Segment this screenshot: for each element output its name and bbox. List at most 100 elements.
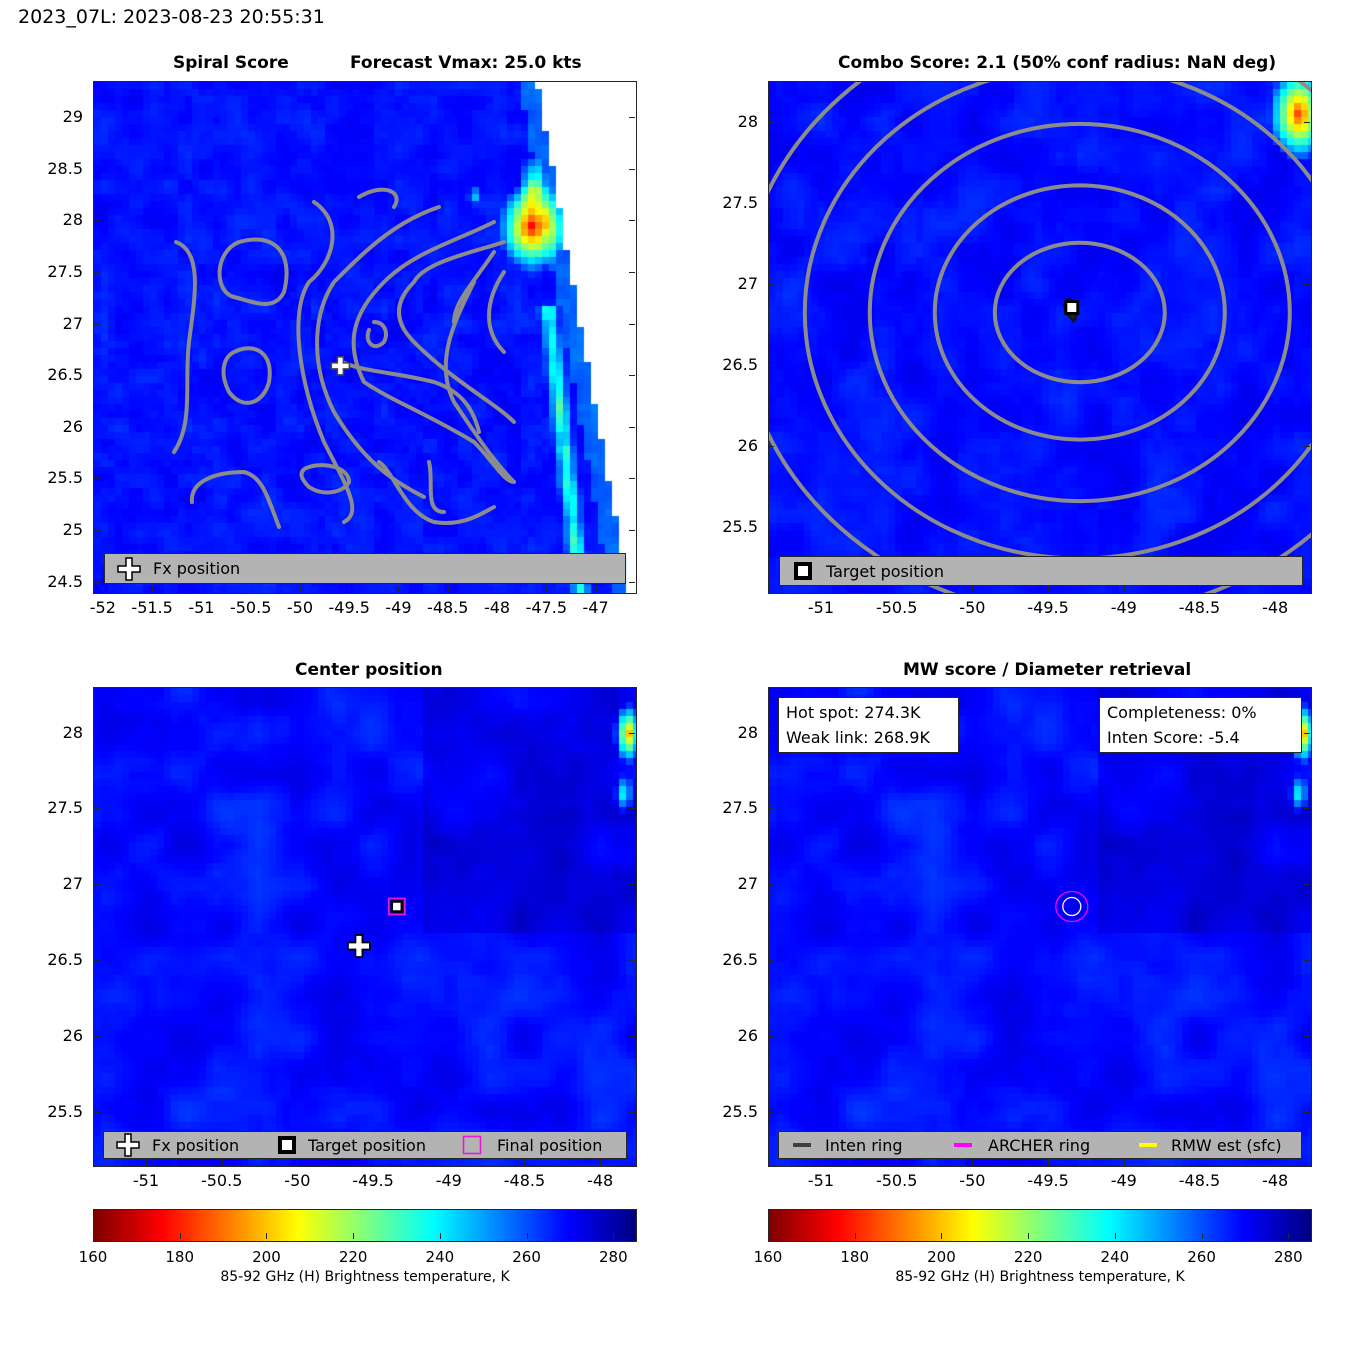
x-tick-label: -48.5: [427, 598, 469, 617]
colorbar-tick-label: 260: [512, 1248, 541, 1266]
y-tick-mark: [93, 168, 99, 170]
y-tick-label: 26: [737, 436, 758, 455]
spiral-contour-10: [340, 360, 481, 434]
y-tick-mark: [768, 808, 774, 810]
x-tick-mark: [145, 1159, 147, 1165]
center-legend: Fx position Target position Final positi…: [103, 1131, 627, 1159]
x-tick-label: -50.5: [875, 598, 918, 617]
legend-item-archer-ring: ARCHER ring: [954, 1132, 1090, 1158]
y-tick-mark: [768, 527, 774, 529]
y-tick-mark: [93, 581, 99, 583]
y-tick-label: 28: [737, 722, 758, 742]
mw-score-map: Hot spot: 274.3K Weak link: 268.9K Compl…: [768, 687, 1312, 1167]
x-tick-mark: [972, 1159, 974, 1165]
x-tick-mark: [972, 586, 974, 592]
y-tick-mark-right: [1304, 446, 1310, 447]
y-tick-label: 25.5: [722, 1101, 758, 1121]
y-tick-label: 27: [62, 313, 83, 333]
fx-position-marker: [347, 934, 371, 958]
cross-icon: [116, 1133, 140, 1157]
x-tick-mark: [373, 1159, 375, 1165]
y-tick-mark: [93, 960, 99, 962]
spiral-legend: Fx position: [104, 553, 626, 584]
center-title: Center position: [295, 660, 443, 680]
legend-item-final-position: Final position: [462, 1132, 602, 1158]
combo-contour-ring-3: [802, 82, 1311, 561]
x-tick-mark: [152, 586, 154, 592]
colorbar-tick-mark: [439, 1233, 441, 1239]
x-tick-mark: [1048, 586, 1050, 592]
y-tick-mark-right: [629, 117, 635, 119]
spiral-contour-7: [452, 250, 496, 324]
legend-item-target-position: Target position: [278, 1132, 426, 1158]
square-icon: [278, 1136, 296, 1154]
colorbar-tick-mark: [854, 1233, 856, 1239]
x-tick-mark: [297, 1159, 299, 1165]
x-tick-mark: [896, 1159, 898, 1165]
x-tick-label: -48.5: [503, 1171, 546, 1190]
rmw-ring: [1062, 896, 1082, 917]
y-tick-mark: [768, 283, 774, 285]
final-position-marker: [387, 897, 406, 916]
x-tick-label: -52: [89, 598, 116, 617]
y-tick-label: 24.5: [47, 571, 83, 591]
legend-item-rmw-est: RMW est (sfc): [1139, 1132, 1282, 1158]
x-tick-mark: [250, 586, 252, 592]
combo-contour-ring-0: [992, 240, 1167, 385]
y-tick-label: 27: [737, 874, 758, 894]
target-position-marker: [1064, 299, 1080, 315]
x-tick-mark: [398, 586, 400, 592]
x-tick-label: -49: [1110, 598, 1137, 617]
x-tick-mark: [201, 586, 203, 592]
y-tick-label: 26.5: [47, 365, 83, 385]
y-tick-mark-right: [629, 1111, 635, 1113]
magenta-square-icon: [462, 1135, 482, 1155]
x-tick-label: -47: [582, 598, 609, 617]
combo-contours: [769, 82, 1311, 593]
x-tick-label: -50.5: [200, 1171, 243, 1190]
yellow-line-icon: [1139, 1143, 1157, 1147]
x-tick-label: -49.5: [1027, 598, 1069, 617]
completeness-infobox: Completeness: 0% Inten Score: -5.4: [1099, 697, 1302, 753]
y-tick-mark: [768, 732, 774, 734]
mw-title: MW score / Diameter retrieval: [903, 660, 1192, 680]
y-tick-mark-right: [1304, 283, 1310, 285]
y-tick-mark: [768, 446, 774, 447]
archer-ring: [1055, 890, 1089, 923]
spiral-contour-0: [172, 240, 197, 454]
y-tick-mark-right: [629, 530, 635, 532]
spiral-contour-14: [189, 469, 281, 529]
y-tick-mark: [93, 271, 99, 273]
y-tick-label: 27.5: [47, 798, 83, 818]
inten-score-text: Inten Score: -5.4: [1107, 728, 1240, 747]
y-tick-mark-right: [629, 581, 635, 583]
center-markers: [347, 897, 406, 958]
magenta-line-icon: [954, 1143, 972, 1147]
y-tick-label: 25.5: [722, 517, 758, 537]
colorbar-tick-mark: [768, 1233, 769, 1239]
x-tick-mark: [221, 1159, 223, 1165]
combo-contour-ring-4: [769, 82, 1311, 593]
weak-link-text: Weak link: 268.9K: [786, 728, 930, 747]
completeness-text: Completeness: 0%: [1107, 703, 1257, 722]
hot-spot-text: Hot spot: 274.3K: [786, 703, 921, 722]
y-tick-mark: [93, 117, 99, 119]
y-tick-label: 28: [737, 111, 758, 131]
x-tick-label: -49: [1110, 1171, 1137, 1190]
x-tick-mark: [299, 586, 301, 592]
y-tick-mark-right: [629, 808, 635, 810]
x-tick-label: -50.5: [229, 598, 272, 617]
x-tick-label: -49.5: [1027, 1171, 1069, 1190]
x-tick-label: -48: [587, 1171, 614, 1190]
y-tick-label: 25.5: [47, 1101, 83, 1121]
spiral-contour-8: [443, 280, 516, 484]
y-tick-mark: [93, 884, 99, 886]
x-tick-label: -50: [284, 1171, 311, 1190]
combo-contour-ring-1: [932, 183, 1227, 442]
x-tick-mark: [102, 586, 104, 592]
x-tick-label: -50: [959, 598, 986, 617]
center-position-map: Fx position Target position Final positi…: [93, 687, 637, 1167]
y-tick-mark: [93, 478, 99, 480]
spiral-contour-16: [427, 460, 446, 514]
y-tick-mark-right: [1304, 884, 1310, 886]
